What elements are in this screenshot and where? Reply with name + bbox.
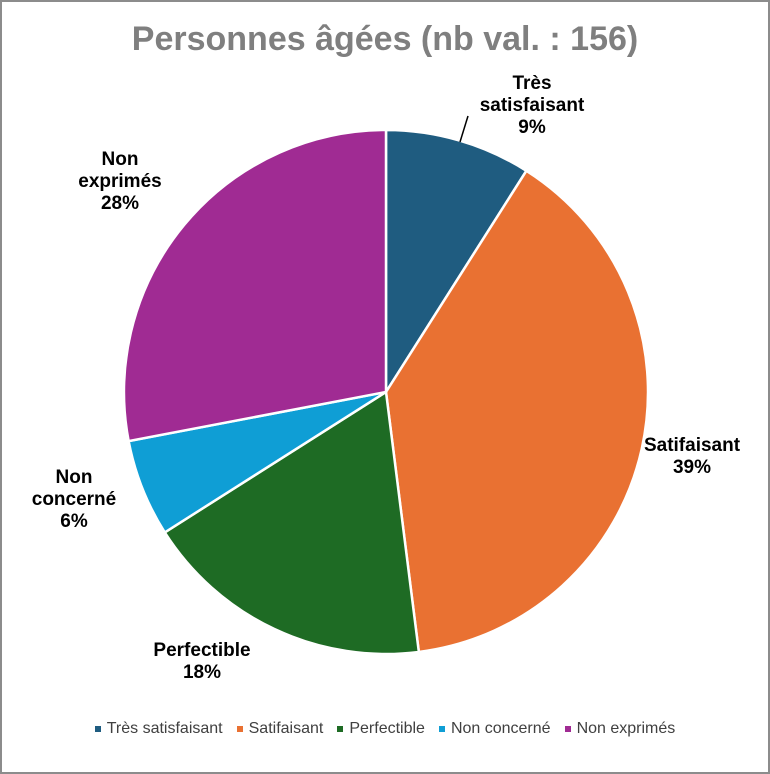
pie-slice [384,128,529,397]
category-label: Perfectible [153,640,251,661]
legend-item: Non exprimés [564,720,676,738]
chart-title: Personnes âgées (nb val. : 156) [131,20,639,58]
pie-slice [163,389,421,656]
category-label: Non exprimés [78,149,162,192]
legend-swatch [94,726,101,732]
legend-item: Perfectible [337,720,425,738]
leader-line [459,115,469,143]
pie-slice [384,169,650,654]
legend-label: Non concerné [450,720,551,737]
legend-item: Très satisfaisant [94,720,223,738]
legend-swatch [337,726,344,732]
value-label: 28% [100,193,140,214]
legend-item: Non concerné [438,720,551,738]
value-label: 18% [182,662,222,683]
slice-label: Satifaisant 39% [622,435,762,479]
slice-label: Non concerné 6% [19,467,129,533]
value-label: 9% [518,117,546,138]
legend-label: Perfectible [349,720,425,737]
pie-slice [122,128,388,443]
slice-label: Non exprimés 28% [70,149,170,215]
value-label: 39% [672,457,712,478]
legend-label: Satifaisant [248,720,324,737]
slice-label: Perfectible 18% [132,640,272,684]
category-label: Satifaisant [643,435,741,456]
category-label: Non concerné [31,467,117,510]
legend-swatch [438,726,445,732]
legend-swatch [564,726,571,732]
legend: Très satisfaisant Satifaisant Perfectible N… [2,720,768,738]
legend-swatch [236,726,243,732]
legend-label: Très satisfaisant [106,720,223,737]
legend-item: Satifaisant [236,720,324,738]
category-label: Très satisfaisant [479,73,585,116]
legend-label: Non exprimés [576,720,676,737]
value-label: 6% [60,511,88,532]
slice-label: Très satisfaisant 9% [462,73,602,139]
